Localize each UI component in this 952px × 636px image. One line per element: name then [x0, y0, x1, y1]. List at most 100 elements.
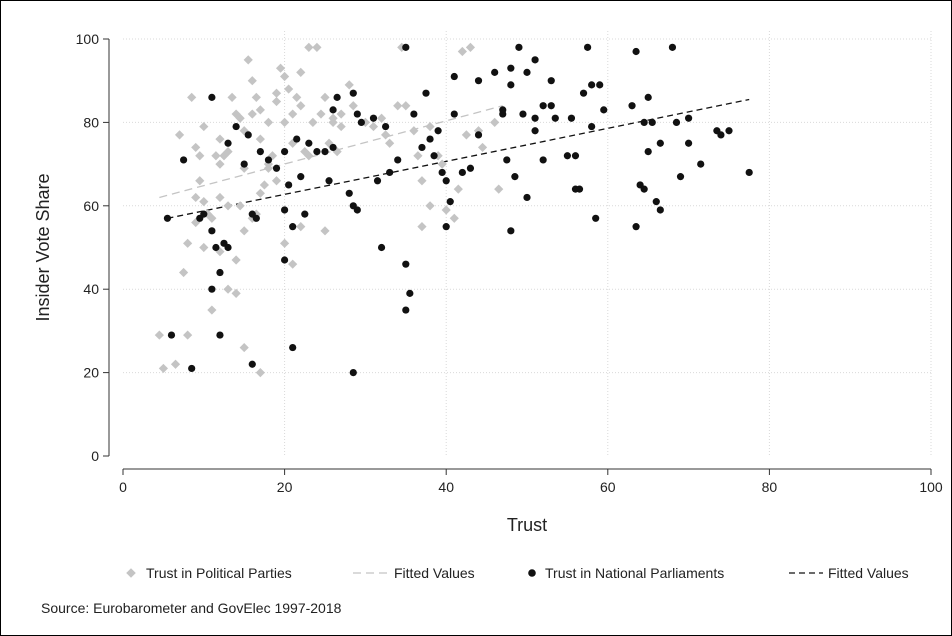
- point-national-parliaments: [378, 244, 385, 251]
- point-national-parliaments: [548, 77, 555, 84]
- point-national-parliaments: [350, 90, 357, 97]
- point-national-parliaments: [531, 56, 538, 63]
- point-national-parliaments: [212, 244, 219, 251]
- y-tick-label: 80: [83, 114, 99, 130]
- point-national-parliaments: [451, 110, 458, 117]
- point-national-parliaments: [523, 194, 530, 201]
- point-national-parliaments: [568, 115, 575, 122]
- point-national-parliaments: [447, 198, 454, 205]
- point-national-parliaments: [188, 365, 195, 372]
- point-national-parliaments: [370, 115, 377, 122]
- y-tick-label: 0: [91, 448, 99, 464]
- point-national-parliaments: [645, 94, 652, 101]
- point-national-parliaments: [208, 94, 215, 101]
- point-national-parliaments: [540, 156, 547, 163]
- point-national-parliaments: [293, 135, 300, 142]
- point-national-parliaments: [245, 131, 252, 138]
- point-national-parliaments: [632, 223, 639, 230]
- point-national-parliaments: [164, 215, 171, 222]
- point-national-parliaments: [657, 206, 664, 213]
- legend-label: Fitted Values: [828, 565, 909, 581]
- point-national-parliaments: [439, 169, 446, 176]
- point-national-parliaments: [435, 127, 442, 134]
- point-national-parliaments: [519, 110, 526, 117]
- point-national-parliaments: [632, 48, 639, 55]
- y-tick-label: 60: [83, 198, 99, 214]
- point-national-parliaments: [580, 90, 587, 97]
- point-national-parliaments: [451, 73, 458, 80]
- point-national-parliaments: [289, 223, 296, 230]
- point-national-parliaments: [645, 148, 652, 155]
- point-national-parliaments: [350, 369, 357, 376]
- point-national-parliaments: [725, 127, 732, 134]
- point-national-parliaments: [281, 148, 288, 155]
- point-national-parliaments: [584, 44, 591, 51]
- point-national-parliaments: [180, 156, 187, 163]
- legend-marker-circle: [528, 569, 536, 577]
- point-national-parliaments: [354, 206, 361, 213]
- point-national-parliaments: [329, 106, 336, 113]
- point-national-parliaments: [321, 148, 328, 155]
- point-national-parliaments: [301, 211, 308, 218]
- point-national-parliaments: [430, 152, 437, 159]
- point-national-parliaments: [515, 44, 522, 51]
- point-national-parliaments: [523, 69, 530, 76]
- x-tick-label: 40: [438, 479, 454, 495]
- x-tick-label: 0: [119, 479, 127, 495]
- point-national-parliaments: [507, 227, 514, 234]
- legend-label: Trust in Political Parties: [146, 565, 292, 581]
- point-national-parliaments: [717, 131, 724, 138]
- point-national-parliaments: [200, 211, 207, 218]
- x-tick-label: 20: [277, 479, 293, 495]
- point-national-parliaments: [208, 227, 215, 234]
- point-national-parliaments: [233, 123, 240, 130]
- point-national-parliaments: [297, 173, 304, 180]
- point-national-parliaments: [746, 169, 753, 176]
- point-national-parliaments: [531, 115, 538, 122]
- point-national-parliaments: [475, 77, 482, 84]
- point-national-parliaments: [354, 110, 361, 117]
- x-tick-label: 60: [600, 479, 616, 495]
- point-national-parliaments: [499, 110, 506, 117]
- point-national-parliaments: [224, 140, 231, 147]
- point-national-parliaments: [346, 190, 353, 197]
- y-tick-label: 40: [83, 281, 99, 297]
- point-national-parliaments: [241, 161, 248, 168]
- point-national-parliaments: [564, 152, 571, 159]
- point-national-parliaments: [285, 181, 292, 188]
- point-national-parliaments: [418, 144, 425, 151]
- point-national-parliaments: [641, 186, 648, 193]
- point-national-parliaments: [576, 186, 583, 193]
- point-national-parliaments: [374, 177, 381, 184]
- point-national-parliaments: [657, 140, 664, 147]
- point-national-parliaments: [289, 344, 296, 351]
- point-national-parliaments: [641, 119, 648, 126]
- point-national-parliaments: [588, 81, 595, 88]
- point-national-parliaments: [475, 131, 482, 138]
- point-national-parliaments: [443, 177, 450, 184]
- point-national-parliaments: [443, 223, 450, 230]
- point-national-parliaments: [216, 331, 223, 338]
- point-national-parliaments: [628, 102, 635, 109]
- point-national-parliaments: [600, 106, 607, 113]
- point-national-parliaments: [507, 81, 514, 88]
- source-note: Source: Eurobarometer and GovElec 1997-2…: [41, 600, 342, 616]
- point-national-parliaments: [382, 123, 389, 130]
- point-national-parliaments: [426, 135, 433, 142]
- point-national-parliaments: [386, 169, 393, 176]
- point-national-parliaments: [208, 286, 215, 293]
- point-national-parliaments: [168, 331, 175, 338]
- point-national-parliaments: [273, 165, 280, 172]
- point-national-parliaments: [503, 156, 510, 163]
- y-axis-title: Insider Vote Share: [33, 173, 53, 321]
- point-national-parliaments: [402, 44, 409, 51]
- point-national-parliaments: [685, 140, 692, 147]
- point-national-parliaments: [334, 94, 341, 101]
- point-national-parliaments: [572, 152, 579, 159]
- point-national-parliaments: [410, 110, 417, 117]
- x-axis-title: Trust: [507, 515, 547, 535]
- point-national-parliaments: [467, 165, 474, 172]
- point-national-parliaments: [596, 81, 603, 88]
- point-national-parliaments: [406, 290, 413, 297]
